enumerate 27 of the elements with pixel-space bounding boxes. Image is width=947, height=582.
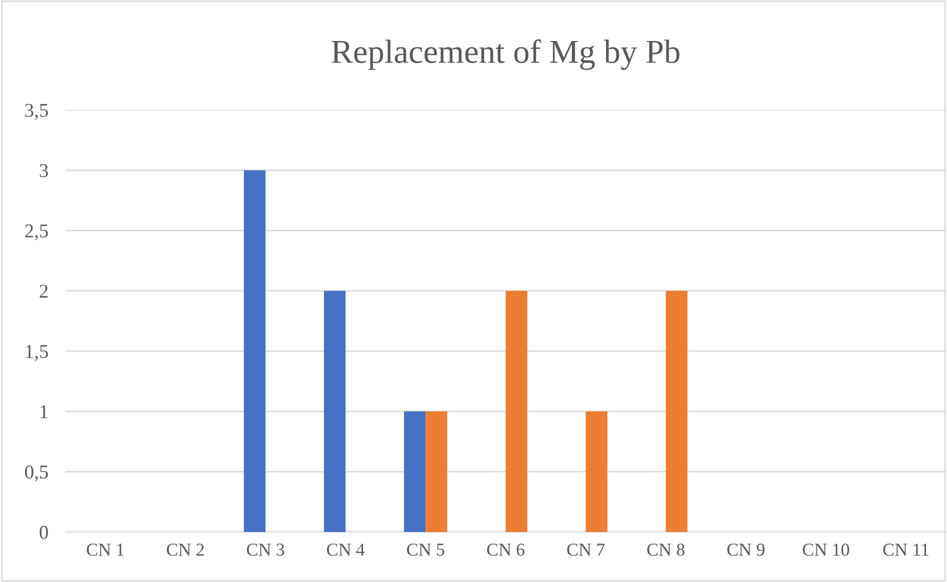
bar <box>404 411 426 532</box>
bar <box>586 411 608 532</box>
x-tick-label: CN 9 <box>727 544 764 556</box>
y-tick-label: 1 <box>40 405 48 418</box>
y-tick-label: 0,5 <box>25 465 48 482</box>
x-tick-label: CN 8 <box>647 544 684 556</box>
bar <box>506 290 528 532</box>
y-tick-label: 3,5 <box>25 104 48 120</box>
x-tick-label: CN 11 <box>883 544 928 556</box>
y-tick-label: 3 <box>40 164 48 178</box>
bar <box>426 411 448 532</box>
y-tick-label: 1,5 <box>26 345 48 361</box>
x-tick-label: CN 6 <box>487 544 524 556</box>
y-tick-label: 0 <box>40 526 48 539</box>
chart-title: Replacement of Mg by Pb <box>332 39 680 70</box>
y-tick-label: 2 <box>40 284 48 298</box>
bar <box>244 170 266 532</box>
x-tick-label: CN 5 <box>407 544 444 556</box>
x-tick-label: CN 10 <box>802 544 850 556</box>
bar <box>666 290 688 532</box>
x-tick-label: CN 3 <box>246 544 284 556</box>
x-tick-label: CN 7 <box>567 544 605 556</box>
x-tick-label: CN 1 <box>86 544 124 556</box>
x-tick-label: CN 2 <box>166 544 204 556</box>
bar <box>324 290 346 532</box>
y-tick-label: 2,5 <box>25 224 48 240</box>
x-tick-label: CN 4 <box>327 544 365 556</box>
